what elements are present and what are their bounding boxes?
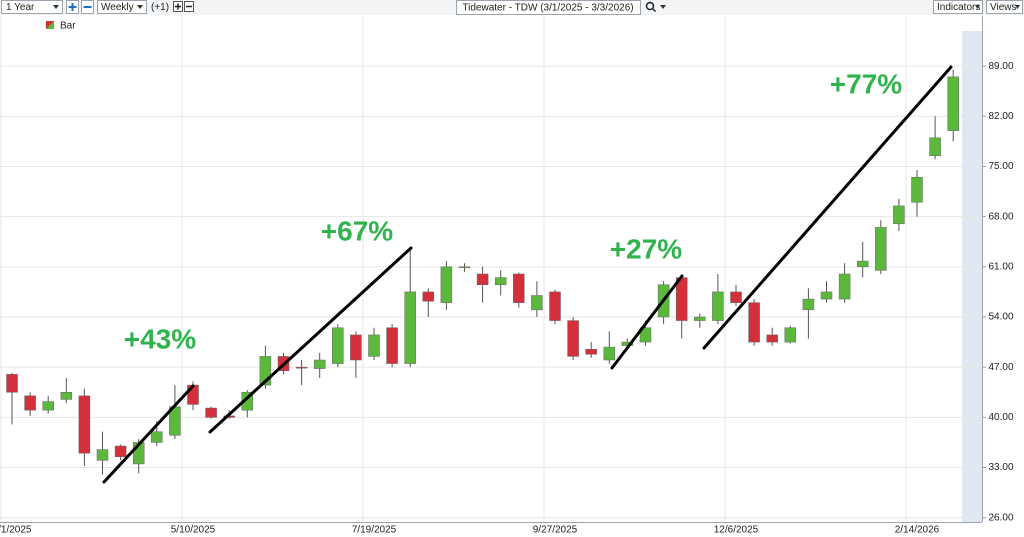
- search-icon[interactable]: [645, 1, 655, 11]
- x-tick-label: 12/6/2025: [714, 525, 759, 536]
- dropdown-arrow: [660, 5, 666, 9]
- candle-body: [911, 176, 923, 203]
- dropdown-arrow: [53, 5, 59, 9]
- candle-body: [549, 291, 561, 321]
- candle-body: [458, 266, 471, 269]
- offset-label: (+1): [151, 2, 169, 13]
- range-label: 1 Year: [6, 2, 35, 13]
- candle-body: [531, 295, 543, 311]
- candle-body: [259, 356, 272, 386]
- candle-body: [513, 273, 525, 303]
- candle-body: [730, 291, 742, 303]
- candle-body: [332, 327, 344, 364]
- legend-label: Bar: [60, 21, 76, 32]
- trend-line: [702, 65, 953, 350]
- candle-body: [675, 277, 688, 321]
- views-label: Views: [990, 2, 1017, 13]
- y-tick-label: 54.00: [988, 312, 1013, 323]
- dropdown-arrow: [137, 5, 143, 9]
- candle-body: [422, 291, 435, 302]
- candle-body: [603, 346, 616, 361]
- candle-body: [78, 395, 91, 454]
- candle-body: [820, 291, 833, 300]
- candle-body: [295, 366, 308, 369]
- trend-line: [102, 384, 195, 484]
- candle-body: [838, 273, 851, 300]
- candle-body: [476, 273, 489, 285]
- dropdown-arrow: [1015, 5, 1020, 9]
- y-tick-label: 26.00: [988, 512, 1013, 523]
- y-tick-label: 68.00: [988, 211, 1013, 222]
- legend-icon: [46, 21, 54, 29]
- candle-body: [6, 374, 18, 393]
- candle-body: [567, 320, 579, 357]
- candle-body: [350, 334, 362, 361]
- y-tick-label: 89.00: [988, 61, 1013, 72]
- y-tick-label: 33.00: [988, 462, 1013, 473]
- plus-icon: [68, 3, 77, 11]
- candle-body: [42, 401, 54, 411]
- candle-body: [114, 445, 127, 458]
- candle-body: [313, 359, 326, 369]
- candle-body: [60, 392, 73, 400]
- x-tick-label: 2/14/2026: [895, 525, 940, 536]
- candle-body: [440, 266, 453, 303]
- candle-body: [766, 334, 778, 343]
- plot-area: 26.00 33.00 40.00 47.00 54.00 61.00 68.00 75.00…: [0, 16, 1014, 536]
- indicators-button[interactable]: [933, 0, 983, 14]
- indicators-label: Indicators: [937, 2, 980, 13]
- x-tick-label: 9/27/2025: [533, 525, 578, 536]
- candle-body: [205, 407, 217, 418]
- candle-body: [856, 260, 869, 268]
- candle-body: [929, 137, 941, 156]
- annotation: +67%: [321, 215, 393, 246]
- y-tick-label: 47.00: [988, 362, 1013, 373]
- dropdown-arrow: [975, 5, 980, 9]
- y-tick-label: 40.00: [988, 412, 1013, 423]
- candle-body: [802, 298, 815, 311]
- annotation: +43%: [124, 323, 196, 354]
- candle-body: [947, 76, 959, 131]
- views-button[interactable]: [986, 0, 1023, 14]
- x-tick-label: 7/19/2025: [352, 525, 397, 536]
- candle-body: [151, 431, 163, 443]
- search-icon-handle: [651, 7, 657, 13]
- trend-line: [208, 246, 413, 434]
- y-tick-label: 75.00: [988, 161, 1013, 172]
- y-tick-label: 82.00: [988, 111, 1013, 122]
- candle-body: [368, 334, 380, 357]
- candle-body: [712, 291, 724, 321]
- x-tick-label: 5/10/2025: [171, 525, 216, 536]
- candle-body: [96, 449, 109, 461]
- range-select[interactable]: [1, 0, 63, 14]
- interval-label: Weekly: [101, 2, 134, 13]
- future-band: [962, 31, 982, 522]
- candle-body: [585, 349, 597, 355]
- candle-body: [875, 227, 887, 271]
- candle-body: [404, 291, 416, 364]
- symbol-title-box[interactable]: [456, 0, 641, 15]
- annotation: +77%: [830, 68, 902, 99]
- annotation: +27%: [610, 233, 682, 264]
- symbol-title: Tidewater - TDW (3/1/2025 - 3/3/2026): [462, 3, 633, 14]
- x-tick-label: 3/1/2025: [0, 525, 32, 536]
- interval-select[interactable]: [97, 0, 147, 14]
- candle-body: [494, 277, 507, 285]
- candle-body: [748, 302, 760, 343]
- plus-icon: [175, 3, 181, 10]
- candle-body: [784, 327, 797, 343]
- trend-line: [610, 274, 684, 370]
- candle-body: [386, 327, 398, 364]
- candle-body: [24, 395, 36, 411]
- candle-body: [893, 205, 905, 225]
- candle-body: [694, 316, 706, 321]
- y-tick-label: 61.00: [988, 261, 1013, 272]
- candle-body: [639, 327, 652, 343]
